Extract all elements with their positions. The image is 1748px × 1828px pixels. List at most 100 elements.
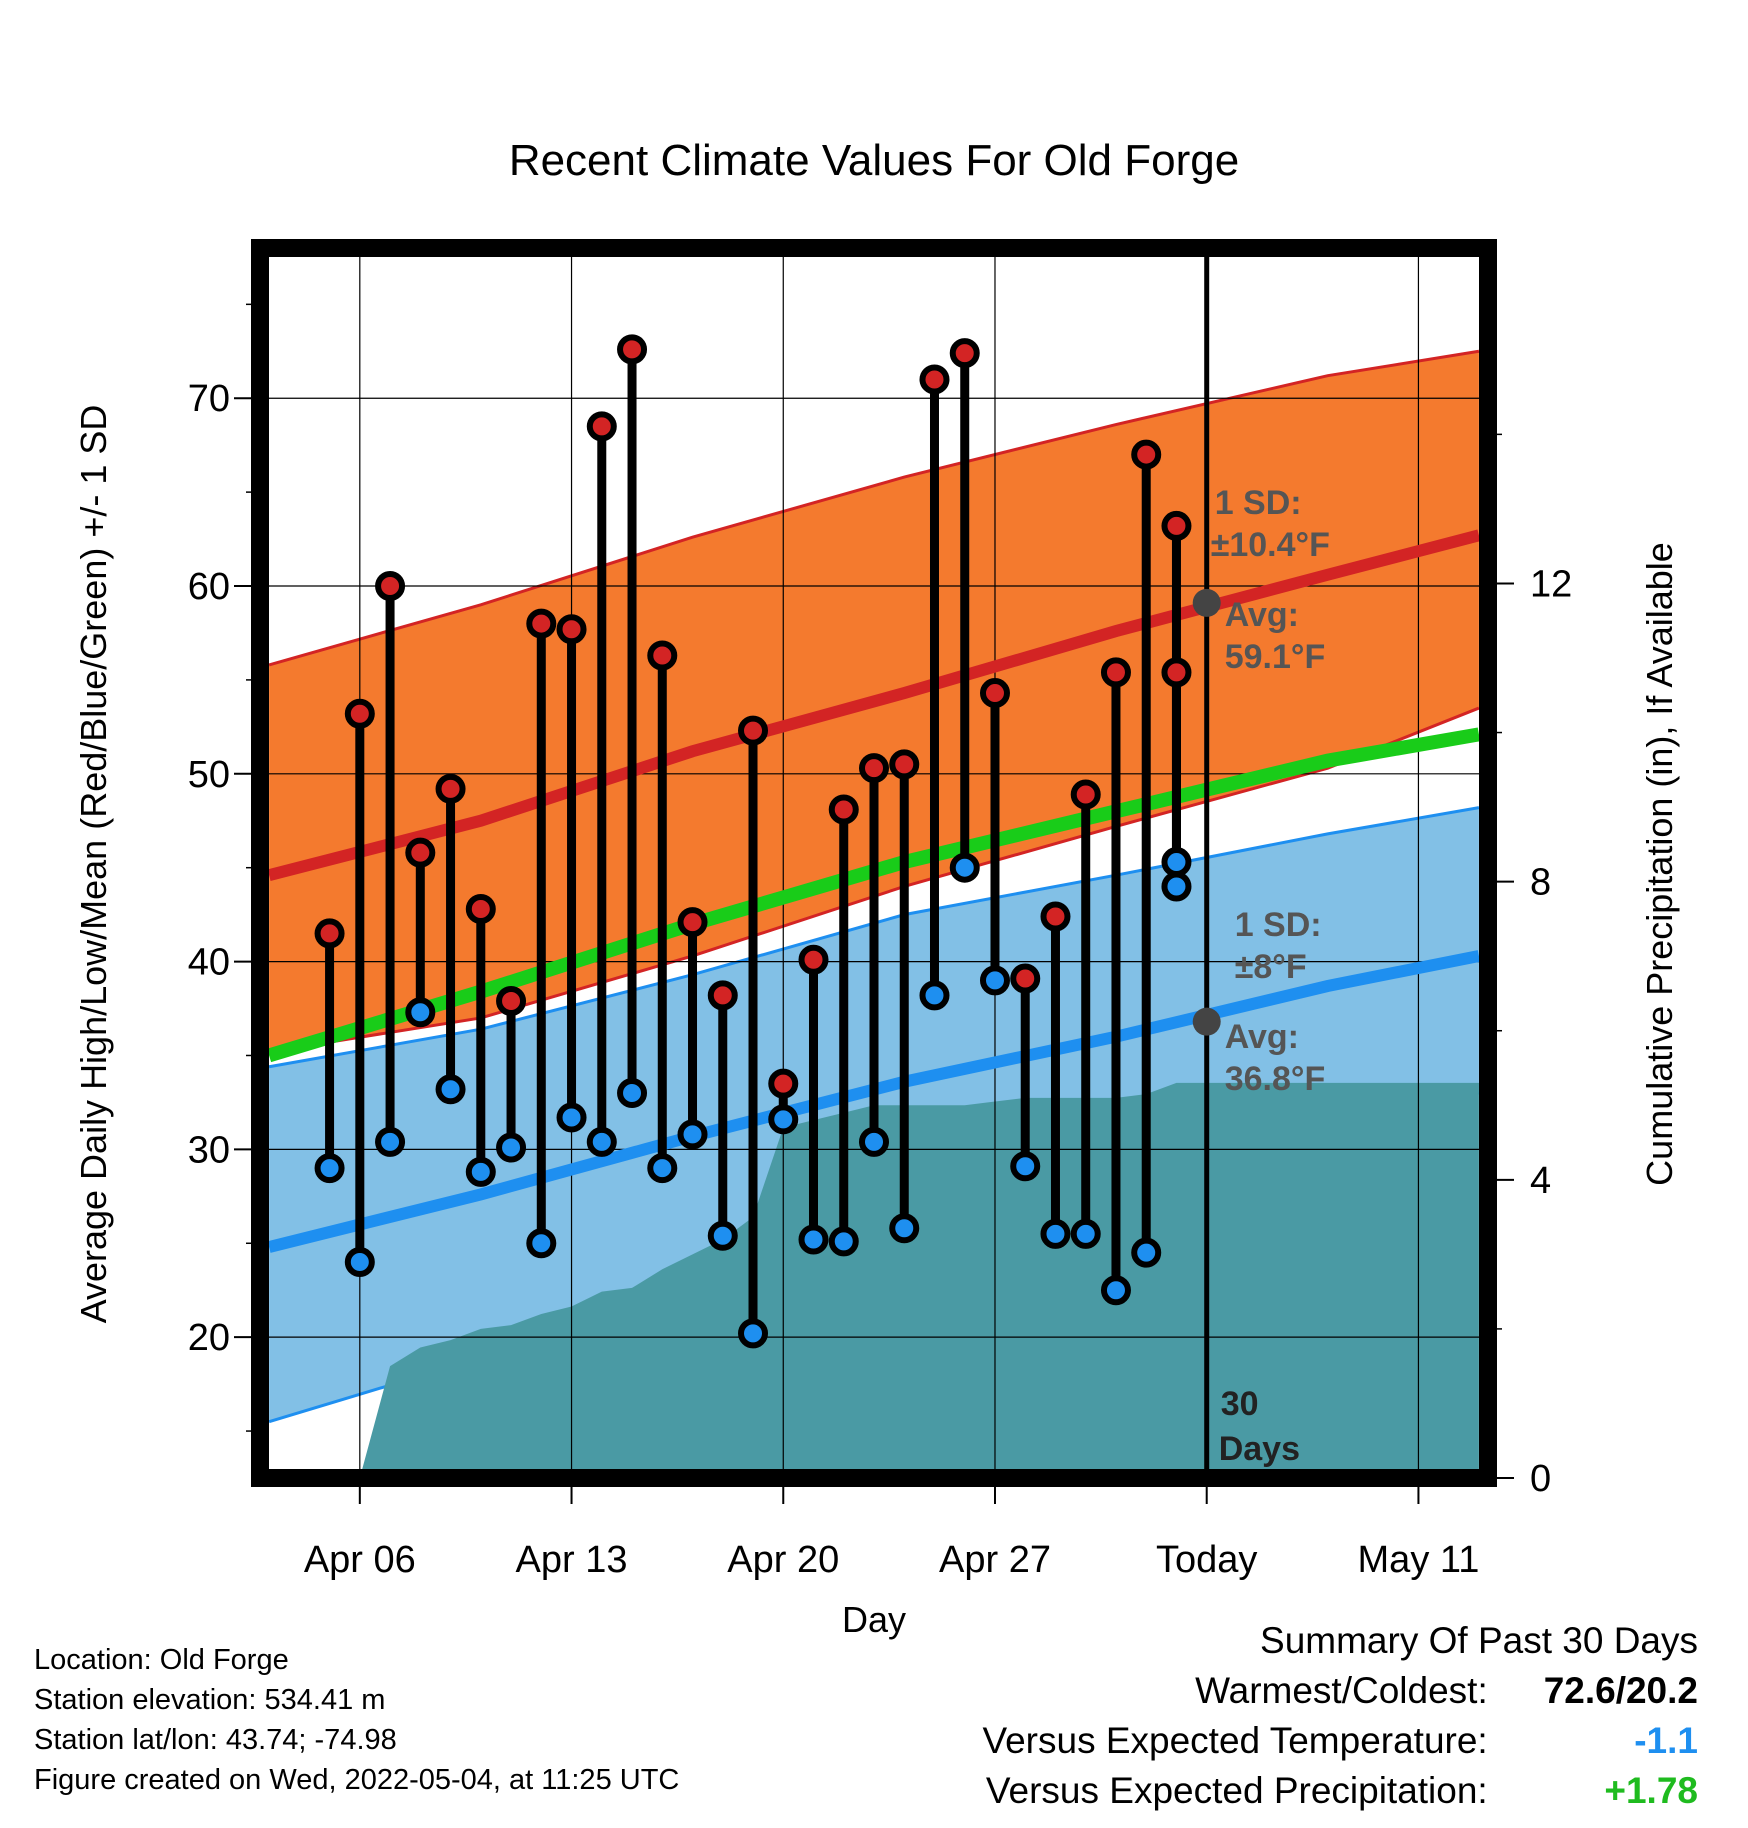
low-avg-value: 36.8°F	[1225, 1060, 1326, 1098]
summary-precipitation: Versus Expected Precipitation: +1.78	[982, 1766, 1698, 1816]
warmest-coldest-value: 72.6/20.2	[1543, 1670, 1698, 1711]
precip-label: Versus Expected Precipitation:	[985, 1770, 1488, 1811]
daily-low-point	[526, 1228, 557, 1259]
x-tick-label: Today	[1156, 1539, 1257, 1581]
daily-high-point	[1070, 779, 1101, 810]
daily-high-point	[617, 334, 648, 365]
daily-high-point	[647, 640, 678, 671]
daily-high-point	[375, 571, 406, 602]
daily-low-point	[828, 1226, 859, 1257]
y2-tick-label: 0	[1530, 1458, 1551, 1500]
daily-high-point	[526, 608, 557, 639]
daily-low-point	[314, 1153, 345, 1184]
daily-low-point	[556, 1102, 587, 1133]
high-avg-label: Avg:	[1225, 596, 1299, 634]
daily-low-point	[647, 1153, 678, 1184]
daily-high-point	[1161, 657, 1192, 688]
y2-axis-label: Cumulative Precipitation (in), If Availa…	[1639, 542, 1680, 1186]
daily-high-point	[1100, 657, 1131, 688]
daily-high-point	[949, 338, 980, 369]
days-label-word: Days	[1219, 1430, 1300, 1468]
plot-overlay: 1 SD: ±10.4°F Avg: 59.1°F 1 SD: ±8°F Avg: 36.8°…	[314, 248, 1330, 1478]
today-low-avg-dot	[1192, 1007, 1221, 1036]
daily-low-point	[617, 1078, 648, 1109]
daily-high-point	[496, 986, 527, 1017]
y-tick-label: 50	[188, 754, 230, 796]
daily-high-point	[1040, 901, 1071, 932]
summary-warmest-coldest: Warmest/Coldest: 72.6/20.2	[982, 1666, 1698, 1716]
daily-high-point	[828, 794, 859, 825]
created-text: Figure created on Wed, 2022-05-04, at 11…	[34, 1764, 680, 1796]
daily-high-point	[556, 614, 587, 645]
daily-low-point	[1161, 847, 1192, 878]
daily-low-point	[889, 1213, 920, 1244]
daily-high-point	[768, 1068, 799, 1099]
daily-low-point	[344, 1247, 375, 1278]
daily-high-point	[677, 907, 708, 938]
daily-high-point	[707, 980, 738, 1011]
daily-low-point	[677, 1119, 708, 1150]
daily-low-point	[707, 1220, 738, 1251]
low-sd-label: 1 SD:	[1235, 906, 1322, 944]
station-info: Location: Old Forge Station elevation: 5…	[34, 1640, 679, 1800]
summary-temperature: Versus Expected Temperature: -1.1	[982, 1716, 1698, 1766]
y-tick-label: 20	[188, 1317, 230, 1359]
daily-high-point	[798, 944, 829, 975]
location-text: Location: Old Forge	[34, 1644, 289, 1676]
daily-high-point	[889, 749, 920, 780]
high-avg-value: 59.1°F	[1225, 638, 1326, 676]
y-tick-label: 30	[188, 1129, 230, 1171]
daily-low-point	[496, 1132, 527, 1163]
axes: 20 30 40 50 60 70 0 4 8 12 Apr 06 Apr 13 Apr 20 Apr 2…	[188, 303, 1572, 1581]
daily-low-point	[738, 1318, 769, 1349]
y-tick-label: 40	[188, 942, 230, 984]
summary-panel: Summary Of Past 30 Days Warmest/Coldest:…	[982, 1616, 1698, 1816]
x-tick-label: May 11	[1358, 1539, 1480, 1581]
summary-heading: Summary Of Past 30 Days	[1260, 1620, 1698, 1661]
daily-low-point	[435, 1074, 466, 1105]
daily-low-point	[1100, 1275, 1131, 1306]
high-sd-value: ±10.4°F	[1211, 526, 1330, 564]
temp-value: -1.1	[1634, 1720, 1698, 1761]
high-sd-label: 1 SD:	[1215, 484, 1302, 522]
daily-high-point	[586, 411, 617, 442]
daily-high-point	[1161, 510, 1192, 541]
daily-low-point	[859, 1126, 889, 1157]
daily-high-point	[859, 753, 889, 784]
daily-high-point	[1010, 963, 1041, 994]
x-tick-label: Apr 27	[939, 1539, 1051, 1581]
cumulative-precip-area	[359, 1082, 1479, 1478]
daily-low-point	[1070, 1218, 1101, 1249]
daily-high-point	[344, 698, 375, 729]
daily-high-point	[919, 364, 950, 395]
daily-high-point	[738, 715, 769, 746]
daily-low-point	[1161, 871, 1192, 902]
daily-high-point	[979, 678, 1010, 709]
plot-frame	[251, 239, 1497, 1487]
temp-label: Versus Expected Temperature:	[982, 1720, 1488, 1761]
low-avg-label: Avg:	[1225, 1018, 1299, 1056]
y-tick-label: 70	[188, 378, 230, 420]
elevation-text: Station elevation: 534.41 m	[34, 1684, 386, 1716]
daily-low-point	[798, 1224, 829, 1255]
daily-low-point	[586, 1126, 617, 1157]
daily-low-point	[768, 1104, 799, 1135]
daily-low-point	[919, 980, 950, 1011]
x-tick-label: Apr 20	[727, 1539, 839, 1581]
x-tick-label: Apr 13	[516, 1539, 628, 1581]
x-tick-label: Apr 06	[304, 1539, 416, 1581]
daily-high-point	[314, 918, 345, 949]
daily-high-point	[465, 894, 496, 925]
daily-high-point	[435, 773, 466, 804]
y2-tick-label: 8	[1530, 862, 1551, 904]
warmest-coldest-label: Warmest/Coldest:	[1195, 1670, 1488, 1711]
y2-tick-label: 12	[1530, 563, 1572, 605]
today-high-avg-dot	[1192, 588, 1221, 617]
daily-low-point	[465, 1156, 496, 1187]
y2-tick-label: 4	[1530, 1160, 1551, 1202]
chart-title: Recent Climate Values For Old Forge	[509, 136, 1239, 185]
climate-chart: Recent Climate Values For Old Forge 1 SD…	[73, 136, 1680, 1640]
daily-high-point	[1131, 439, 1162, 470]
normal-high-line	[267, 529, 1481, 882]
latlon-text: Station lat/lon: 43.74; -74.98	[34, 1724, 397, 1756]
